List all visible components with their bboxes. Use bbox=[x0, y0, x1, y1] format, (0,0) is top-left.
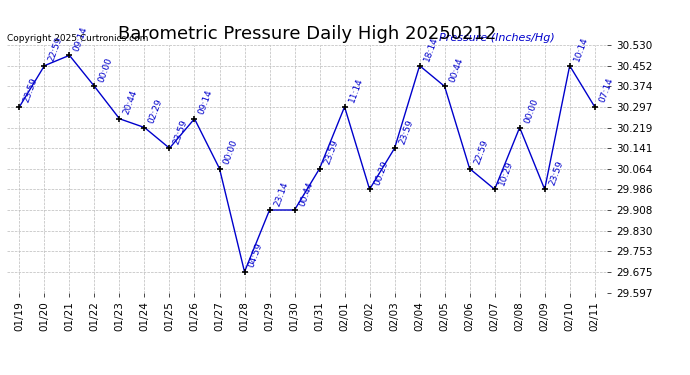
Text: 07:14: 07:14 bbox=[598, 77, 615, 104]
Text: 00:44: 00:44 bbox=[447, 57, 464, 84]
Text: 20:44: 20:44 bbox=[122, 89, 139, 116]
Text: 04:59: 04:59 bbox=[247, 242, 264, 269]
Text: 09:14: 09:14 bbox=[72, 25, 90, 52]
Text: 11:14: 11:14 bbox=[347, 77, 364, 104]
Text: 23:59: 23:59 bbox=[397, 118, 415, 146]
Text: 00:29: 00:29 bbox=[373, 159, 390, 186]
Text: 00:00: 00:00 bbox=[522, 98, 540, 125]
Text: 22:59: 22:59 bbox=[47, 36, 64, 63]
Text: Copyright 2025 Curtronics.com: Copyright 2025 Curtronics.com bbox=[7, 33, 148, 42]
Text: 23:59: 23:59 bbox=[22, 77, 39, 104]
Text: 23:59: 23:59 bbox=[547, 159, 564, 186]
Text: 10:14: 10:14 bbox=[573, 36, 590, 63]
Text: 23:59: 23:59 bbox=[172, 118, 190, 146]
Text: 18:14: 18:14 bbox=[422, 36, 440, 63]
Title: Barometric Pressure Daily High 20250212: Barometric Pressure Daily High 20250212 bbox=[118, 26, 496, 44]
Text: 22:59: 22:59 bbox=[473, 139, 490, 166]
Text: 00:00: 00:00 bbox=[222, 138, 239, 166]
Text: 02:29: 02:29 bbox=[147, 98, 164, 125]
Text: Pressure (Inches/Hg): Pressure (Inches/Hg) bbox=[439, 33, 555, 42]
Text: 09:14: 09:14 bbox=[197, 89, 215, 116]
Text: 10:29: 10:29 bbox=[497, 159, 515, 186]
Text: 23:59: 23:59 bbox=[322, 139, 339, 166]
Text: 00:44: 00:44 bbox=[297, 180, 315, 207]
Text: 23:14: 23:14 bbox=[273, 180, 290, 207]
Text: 00:00: 00:00 bbox=[97, 56, 115, 84]
